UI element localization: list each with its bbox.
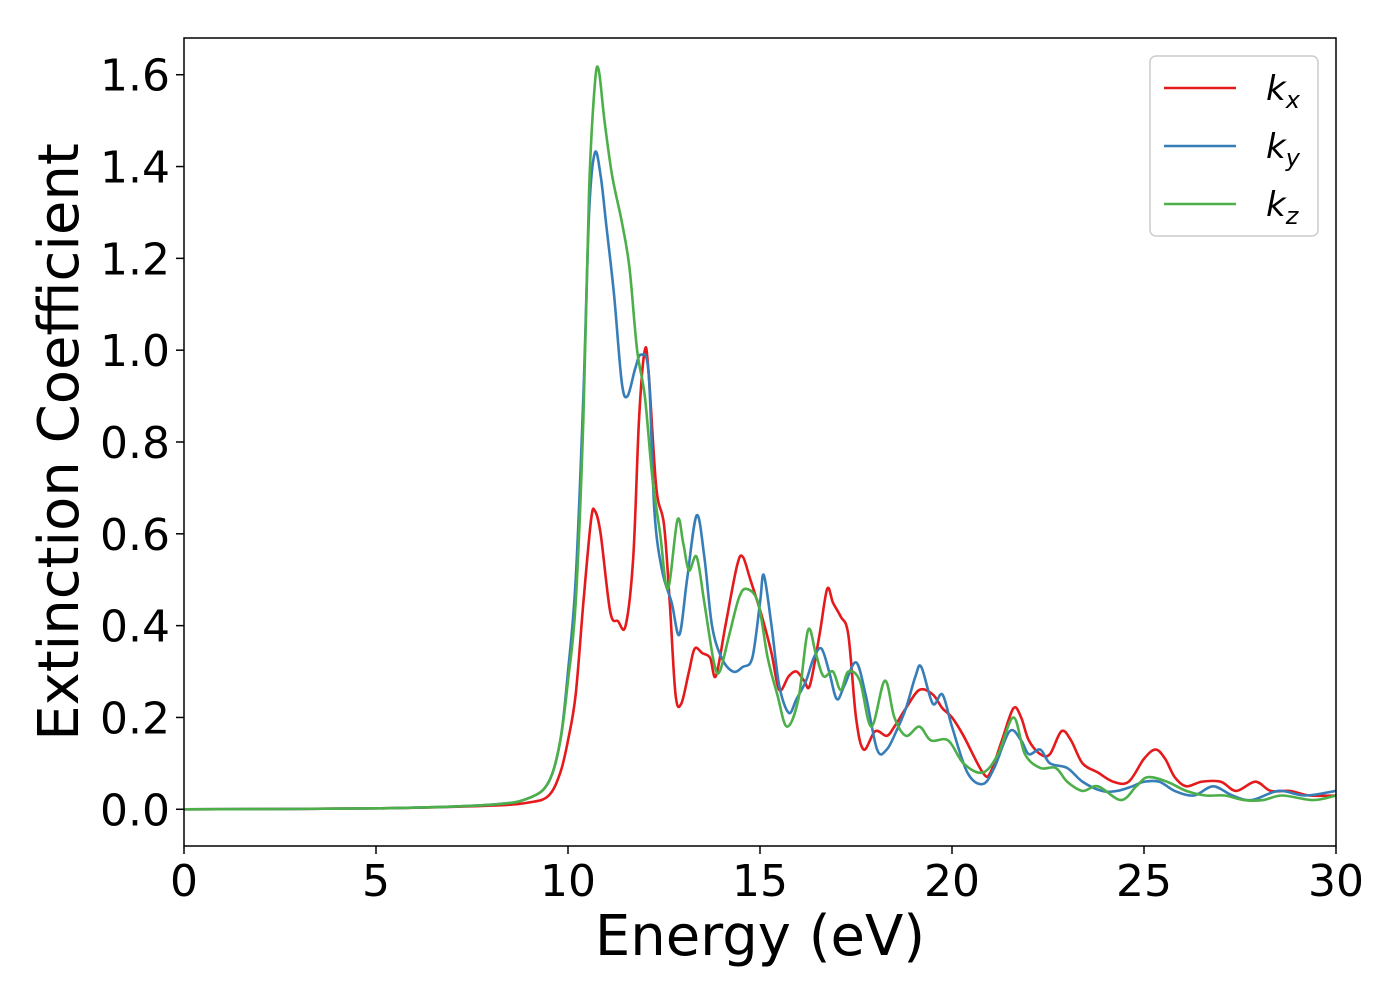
y-tick-label: 0.2 (100, 693, 170, 744)
x-tick-label: 5 (362, 856, 390, 907)
x-tick-label: 0 (170, 856, 198, 907)
x-tick-label: 15 (732, 856, 788, 907)
legend: kx ky kz (1149, 55, 1319, 237)
series-line-kx (184, 346, 1336, 811)
x-axis: 0 5 10 15 20 25 30 (170, 846, 1364, 907)
legend-label-ky: ky (1266, 127, 1301, 172)
series-line-kz (184, 65, 1336, 811)
y-tick-label: 1.2 (100, 234, 170, 285)
y-tick-label: 0.8 (100, 418, 170, 469)
x-tick-label: 10 (540, 856, 596, 907)
y-axis: 0.0 0.2 0.4 0.6 0.8 1.0 1.2 1.4 1.6 (100, 51, 184, 836)
y-tick-label: 0.0 (100, 785, 170, 836)
y-tick-label: 1.0 (100, 326, 170, 377)
x-tick-label: 20 (924, 856, 980, 907)
y-tick-label: 0.6 (100, 510, 170, 561)
legend-label-kx: kx (1266, 69, 1301, 114)
x-tick-label: 30 (1308, 856, 1364, 907)
y-axis-title: Extinction Coefficient (27, 143, 92, 741)
legend-label-kz: kz (1266, 185, 1300, 230)
series-layer (184, 65, 1336, 811)
plot-background (184, 38, 1336, 846)
x-axis-title: Energy (eV) (595, 904, 925, 969)
y-tick-label: 1.4 (100, 143, 170, 194)
x-tick-label: 25 (1116, 856, 1172, 907)
y-tick-label: 1.6 (100, 51, 170, 102)
y-tick-label: 0.4 (100, 602, 170, 653)
